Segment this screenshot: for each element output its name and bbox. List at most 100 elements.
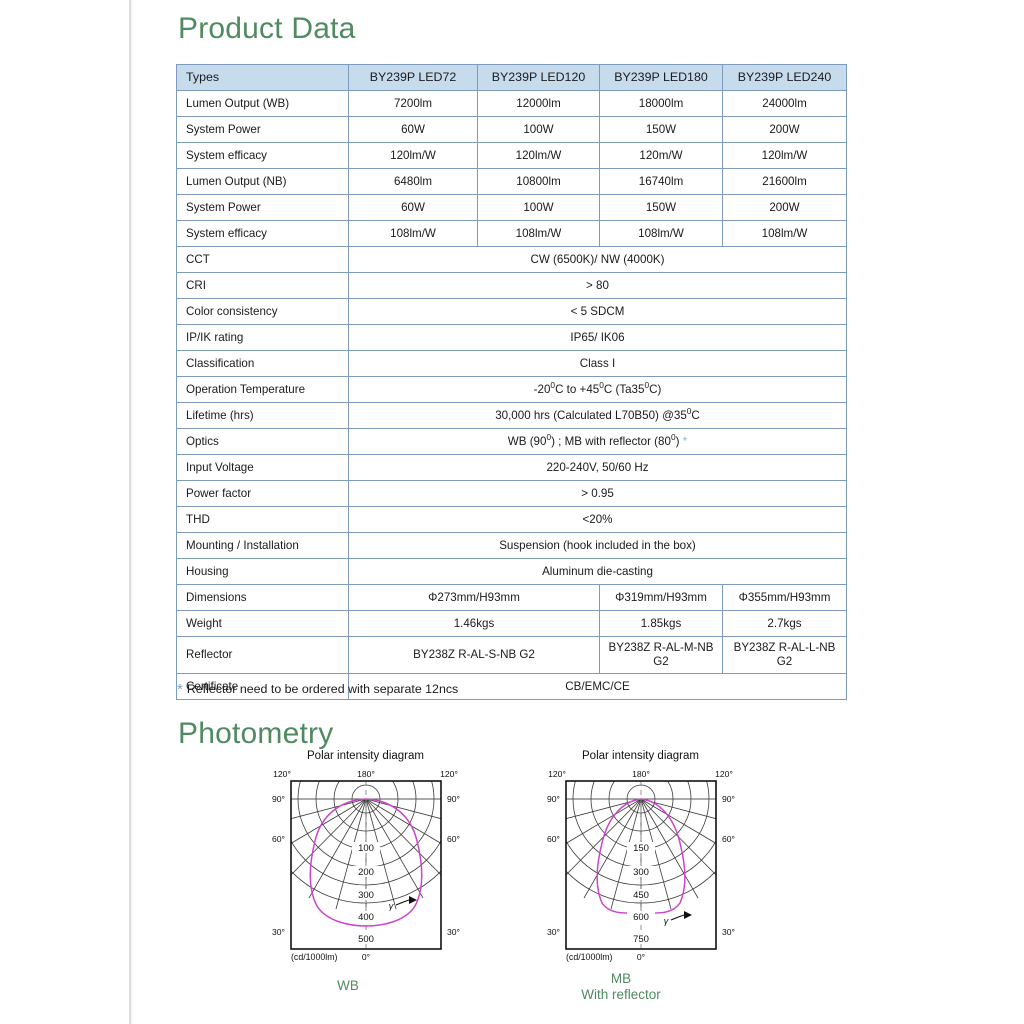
unit-label-wb: (cd/1000lm) [291, 952, 338, 962]
table-cell: BY238Z R-AL-L-NB G2 [722, 636, 847, 674]
row-label: Power factor [176, 480, 349, 507]
table-row: CCT CW (6500K)/ NW (4000K) [176, 246, 847, 273]
table-row: System efficacy 108lm/W 108lm/W 108lm/W 108l… [176, 220, 847, 247]
ring-label-mb-5: 750 [633, 934, 649, 945]
angle-label-wb-0: 0° [362, 952, 370, 962]
ring-label-wb-4: 400 [358, 912, 374, 923]
angle-label-mb-90-left: 90° [547, 794, 560, 804]
table-header-row: Types BY239P LED72 BY239P LED120 BY239P … [176, 64, 847, 91]
gamma-arrow-mb [670, 911, 692, 921]
row-label: Lumen Output (WB) [176, 90, 349, 117]
angle-label-wb-120-left: 120° [273, 769, 291, 779]
table-row: Lumen Output (WB) 7200lm 12000lm 18000lm 240… [176, 90, 847, 117]
row-label: Lumen Output (NB) [176, 168, 349, 195]
table-row: System efficacy 120lm/W 120lm/W 120m/W 120lm… [176, 142, 847, 169]
table-row: Input Voltage 220-240V, 50/60 Hz [176, 454, 847, 481]
table-cell-merged: IP65/ IK06 [348, 324, 847, 351]
row-label: System efficacy [176, 142, 349, 169]
table-cell-merged: CB/EMC/CE [348, 673, 847, 700]
row-label: Operation Temperature [176, 376, 349, 403]
row-label: Reflector [176, 636, 349, 674]
table-row: Certificate CB/EMC/CE [176, 673, 847, 700]
table-cell-merged: 1.46kgs [348, 610, 600, 637]
table-cell: 1.85kgs [599, 610, 723, 637]
gamma-label-mb: γ [664, 916, 669, 926]
angle-label-mb-120-right: 120° [715, 769, 733, 779]
table-cell-merged: Class I [348, 350, 847, 377]
ring-label-wb-3: 300 [358, 890, 374, 901]
table-row: IP/IK rating IP65/ IK06 [176, 324, 847, 351]
ring-label-wb-1: 100 [358, 843, 374, 854]
table-cell: 18000lm [599, 90, 723, 117]
angle-label-mb-0: 0° [637, 952, 645, 962]
polar-diagram-wb-title: Polar intensity diagram [307, 750, 424, 762]
footnote: * Reflector need to be ordered with separ… [177, 681, 458, 698]
table-row: Dimensions Φ273mm/H93mm Φ319mm/H93mm Φ355mm… [176, 584, 847, 611]
diagram-caption-wb-line1: WB [337, 978, 359, 993]
diagram-caption-wb: WB [258, 978, 438, 994]
column-header-led240: BY239P LED240 [722, 64, 847, 91]
table-cell-merged: WB (900) ; MB with reflector (800) * [348, 428, 847, 455]
table-cell: Φ319mm/H93mm [599, 584, 723, 611]
diagram-caption-mb-line1: MB [610, 971, 632, 986]
row-label: Color consistency [176, 298, 349, 325]
table-body: Lumen Output (WB) 7200lm 12000lm 18000lm 240… [176, 90, 847, 700]
page-gutter [0, 0, 134, 1024]
row-label: Certificate [176, 673, 349, 700]
table-cell: 120m/W [599, 142, 723, 169]
table-cell: Φ355mm/H93mm [722, 584, 847, 611]
product-data-table: Types BY239P LED72 BY239P LED120 BY239P … [176, 64, 847, 700]
asterisk-icon: * [177, 681, 183, 698]
row-label: System efficacy [176, 220, 349, 247]
ring-label-mb-4: 600 [633, 912, 649, 923]
table-cell: 150W [599, 116, 723, 143]
table-row: Weight 1.46kgs 1.85kgs 2.7kgs [176, 610, 847, 637]
table-row: Optics WB (900) ; MB with reflector (800)… [176, 428, 847, 455]
table-cell-merged: Aluminum die-casting [348, 558, 847, 585]
table-cell: 2.7kgs [722, 610, 847, 637]
angle-label-wb-60-left: 60° [272, 834, 285, 844]
table-cell-merged: Φ273mm/H93mm [348, 584, 600, 611]
ring-label-mb-3: 450 [633, 890, 649, 901]
table-cell-merged: > 0.95 [348, 480, 847, 507]
angle-label-wb-90-left: 90° [272, 794, 285, 804]
table-cell: 108lm/W [722, 220, 847, 247]
angle-label-mb-60-right: 60° [722, 834, 735, 844]
table-cell: 6480lm [348, 168, 478, 195]
table-cell-merged: > 80 [348, 272, 847, 299]
row-label: IP/IK rating [176, 324, 349, 351]
angle-label-mb-60-left: 60° [547, 834, 560, 844]
angle-label-mb-90-right: 90° [722, 794, 735, 804]
table-cell: 108lm/W [599, 220, 723, 247]
table-cell: 200W [722, 116, 847, 143]
row-label: CRI [176, 272, 349, 299]
table-cell: 120lm/W [477, 142, 600, 169]
table-row: Lifetime (hrs) 30,000 hrs (Calculated L70… [176, 402, 847, 429]
table-cell-merged: -200C to +450C (Ta350C) [348, 376, 847, 403]
table-cell-merged: CW (6500K)/ NW (4000K) [348, 246, 847, 273]
row-label: Lifetime (hrs) [176, 402, 349, 429]
table-cell-merged: 30,000 hrs (Calculated L70B50) @350C [348, 402, 847, 429]
ring-label-wb-2: 200 [358, 867, 374, 878]
table-row: Power factor > 0.95 [176, 480, 847, 507]
page-sheet: Product Data Types BY239P LED72 BY239P L… [133, 0, 1024, 1024]
table-row: Color consistency < 5 SDCM [176, 298, 847, 325]
gamma-arrow-wb [395, 896, 417, 906]
column-header-led72: BY239P LED72 [348, 64, 478, 91]
table-cell-merged: <20% [348, 506, 847, 533]
row-label: THD [176, 506, 349, 533]
ring-label-wb-5: 500 [358, 934, 374, 945]
polar-diagram-mb: Polar intensity diagram [538, 750, 743, 973]
diagram-caption-mb: MB With reflector [531, 971, 711, 1002]
angle-label-mb-30-left: 30° [547, 927, 560, 937]
table-row: System Power 60W 100W 150W 200W [176, 194, 847, 221]
diagram-caption-mb-line2: With reflector [581, 986, 661, 1002]
row-label: Optics [176, 428, 349, 455]
polar-diagram-mb-title: Polar intensity diagram [582, 750, 699, 762]
table-cell: BY238Z R-AL-M-NB G2 [599, 636, 723, 674]
column-header-types: Types [176, 64, 349, 91]
table-cell-merged: BY238Z R-AL-S-NB G2 [348, 636, 600, 674]
page-title-photometry: Photometry [178, 717, 334, 750]
angle-label-wb-90-right: 90° [447, 794, 460, 804]
table-row: Reflector BY238Z R-AL-S-NB G2 BY238Z R-AL-… [176, 636, 847, 674]
